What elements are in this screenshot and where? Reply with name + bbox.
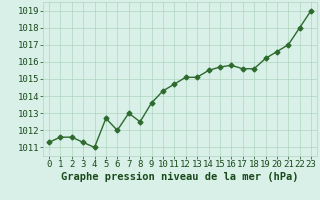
X-axis label: Graphe pression niveau de la mer (hPa): Graphe pression niveau de la mer (hPa) xyxy=(61,172,299,182)
